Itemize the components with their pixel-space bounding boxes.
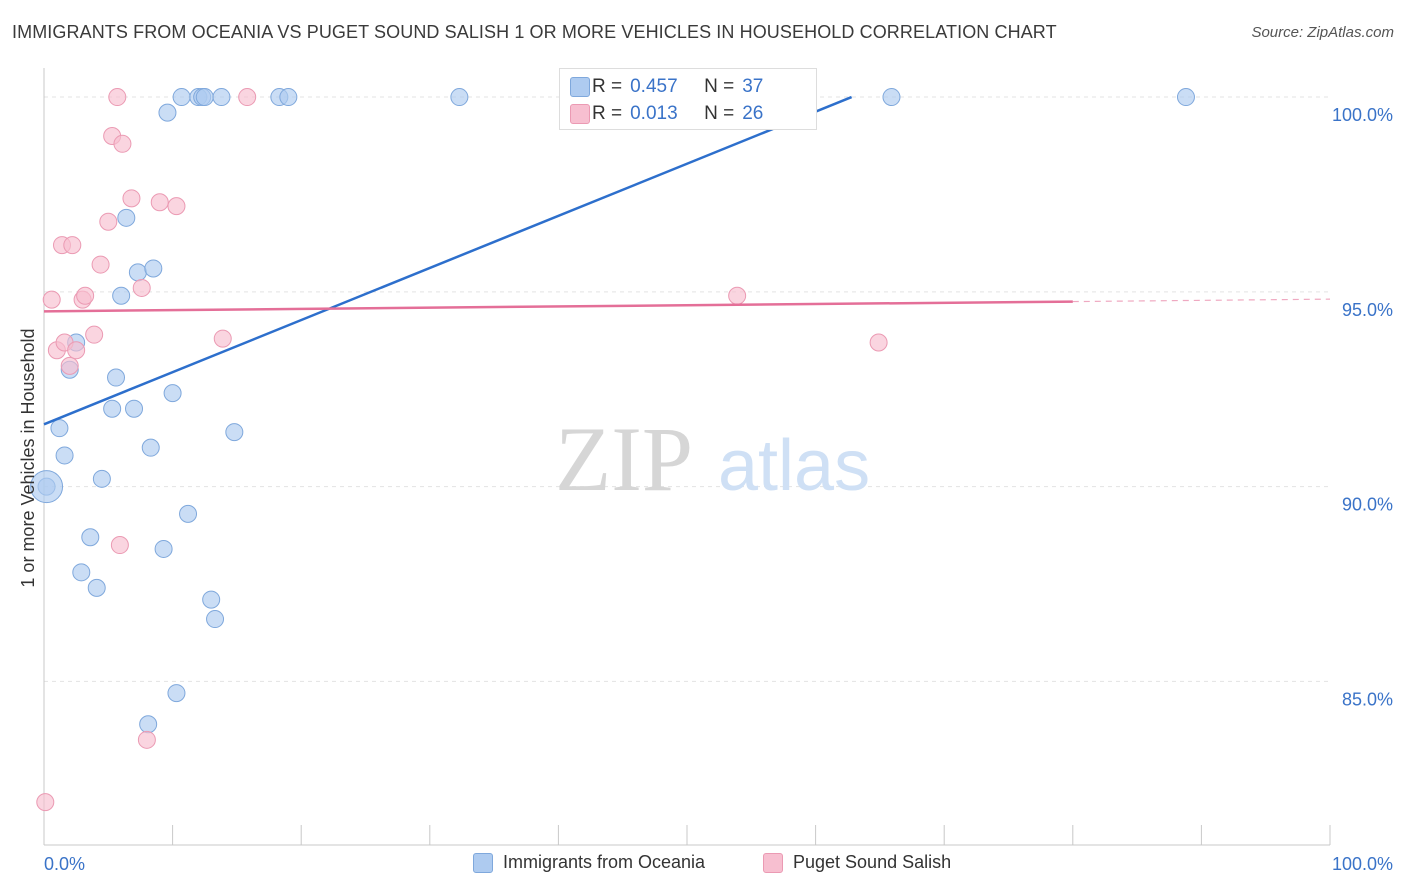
r-label: R = xyxy=(592,103,623,124)
stats-swatch-blue xyxy=(570,77,590,97)
point-oceania xyxy=(107,368,126,387)
point-oceania xyxy=(117,208,136,227)
point-oceania xyxy=(103,399,122,418)
point-salish xyxy=(85,325,104,344)
y-tick-label: 85.0% xyxy=(1342,689,1393,709)
chart-title: IMMIGRANTS FROM OCEANIA VS PUGET SOUND S… xyxy=(12,22,1057,42)
n-label: N = xyxy=(704,76,735,97)
point-oceania xyxy=(81,528,100,547)
point-oceania xyxy=(141,438,160,457)
legend-swatch-pink xyxy=(763,852,783,873)
point-oceania xyxy=(158,103,177,122)
grid-lines xyxy=(44,96,1330,682)
point-oceania xyxy=(279,88,298,107)
point-salish xyxy=(91,255,110,274)
point-salish xyxy=(238,88,257,107)
point-salish xyxy=(728,286,747,305)
x-tick-label: 100.0% xyxy=(1332,854,1393,874)
point-oceania xyxy=(202,590,221,609)
y-axis-label: 1 or more Vehicles in Household xyxy=(18,328,38,587)
point-salish xyxy=(76,286,95,305)
point-oceania xyxy=(212,88,231,107)
n-value: 37 xyxy=(742,76,764,97)
legend-item-salish: Puget Sound Salish xyxy=(763,852,951,873)
point-salish xyxy=(137,730,156,749)
point-salish xyxy=(67,341,86,360)
point-oceania xyxy=(882,88,901,107)
legend-label: Puget Sound Salish xyxy=(793,852,952,872)
point-salish xyxy=(150,193,169,212)
trendline-oceania xyxy=(43,95,853,426)
watermark: ZIP atlas xyxy=(555,408,870,510)
point-oceania xyxy=(179,504,198,523)
stats-swatch-pink xyxy=(570,104,590,124)
n-label: N = xyxy=(704,103,735,124)
point-oceania xyxy=(450,88,469,107)
legend-swatch-blue xyxy=(473,852,493,873)
point-salish xyxy=(60,356,79,375)
r-value: 0.013 xyxy=(630,103,678,124)
point-salish xyxy=(63,236,82,255)
r-value: 0.457 xyxy=(630,76,678,97)
point-oceania xyxy=(172,88,191,107)
r-label: R = xyxy=(592,76,623,97)
point-oceania xyxy=(1176,88,1195,107)
legend-item-oceania: Immigrants from Oceania xyxy=(473,852,705,873)
point-salish xyxy=(132,278,151,297)
tick-labels: 85.0% 90.0% 95.0% 100.0% 0.0% 100.0% xyxy=(44,105,1393,874)
x-tick-label: 0.0% xyxy=(44,854,85,874)
point-oceania xyxy=(92,469,111,488)
point-salish xyxy=(167,197,186,216)
point-oceania xyxy=(72,563,91,582)
point-salish xyxy=(108,88,127,107)
point-oceania xyxy=(50,419,69,438)
stats-row-salish: R = 0.013 N = 26 xyxy=(570,101,764,127)
n-value: 26 xyxy=(742,103,764,124)
point-oceania xyxy=(112,286,131,305)
stats-legend: R = 0.457 N = 37 R = 0.013 N = 26 xyxy=(559,68,817,130)
y-tick-label: 90.0% xyxy=(1342,495,1393,515)
point-salish xyxy=(213,329,232,348)
axes xyxy=(43,68,1331,846)
point-oceania xyxy=(195,88,214,107)
data-points xyxy=(30,88,1195,812)
legend-label: Immigrants from Oceania xyxy=(503,852,706,872)
point-salish xyxy=(36,793,55,812)
point-oceania xyxy=(139,715,158,734)
point-oceania xyxy=(163,384,182,403)
trend-lines xyxy=(43,95,1331,426)
point-oceania xyxy=(30,470,64,504)
watermark-zip: ZIP xyxy=(555,408,693,510)
point-salish xyxy=(869,333,888,352)
point-oceania xyxy=(225,423,244,442)
trendline-salish-extension xyxy=(1072,298,1331,303)
stats-row-oceania: R = 0.457 N = 37 xyxy=(570,74,764,100)
y-tick-label: 100.0% xyxy=(1332,105,1393,125)
point-salish xyxy=(99,212,118,231)
point-oceania xyxy=(125,399,144,418)
point-salish xyxy=(42,290,61,309)
chart-source: Source: ZipAtlas.com xyxy=(1251,24,1394,41)
point-salish xyxy=(113,134,132,153)
point-oceania xyxy=(128,263,147,282)
point-salish xyxy=(110,536,129,555)
point-oceania xyxy=(55,446,74,465)
point-oceania xyxy=(167,684,186,703)
point-oceania xyxy=(154,539,173,558)
y-tick-label: 95.0% xyxy=(1342,300,1393,320)
watermark-atlas: atlas xyxy=(718,426,870,506)
point-oceania xyxy=(206,610,225,629)
trendline-salish xyxy=(43,300,1073,313)
point-oceania xyxy=(144,259,163,278)
point-oceania xyxy=(87,578,106,597)
point-salish xyxy=(122,189,141,208)
